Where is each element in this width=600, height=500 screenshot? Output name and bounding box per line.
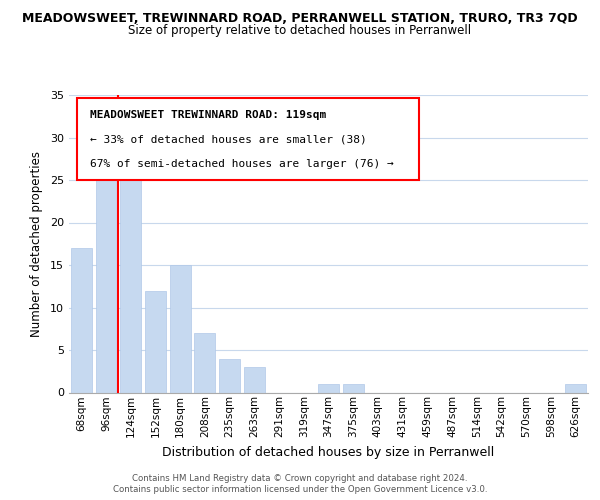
Bar [244, 367, 265, 392]
X-axis label: Distribution of detached houses by size in Perranwell: Distribution of detached houses by size … [163, 446, 494, 458]
Bar [120, 154, 141, 392]
Text: Size of property relative to detached houses in Perranwell: Size of property relative to detached ho… [128, 24, 472, 37]
Text: ← 33% of detached houses are smaller (38): ← 33% of detached houses are smaller (38… [90, 134, 367, 144]
Bar [194, 333, 215, 392]
Text: MEADOWSWEET TREWINNARD ROAD: 119sqm: MEADOWSWEET TREWINNARD ROAD: 119sqm [90, 110, 326, 120]
Bar [343, 384, 364, 392]
Text: Contains public sector information licensed under the Open Government Licence v3: Contains public sector information licen… [113, 485, 487, 494]
Y-axis label: Number of detached properties: Number of detached properties [30, 151, 43, 337]
Text: 67% of semi-detached houses are larger (76) →: 67% of semi-detached houses are larger (… [90, 158, 394, 168]
Text: Contains HM Land Registry data © Crown copyright and database right 2024.: Contains HM Land Registry data © Crown c… [132, 474, 468, 483]
Bar [71, 248, 92, 392]
Bar [95, 163, 116, 392]
Text: MEADOWSWEET, TREWINNARD ROAD, PERRANWELL STATION, TRURO, TR3 7QD: MEADOWSWEET, TREWINNARD ROAD, PERRANWELL… [22, 12, 578, 26]
Bar [565, 384, 586, 392]
Bar [219, 358, 240, 392]
Bar [145, 290, 166, 392]
Bar [318, 384, 339, 392]
Bar [170, 265, 191, 392]
FancyBboxPatch shape [77, 98, 419, 180]
